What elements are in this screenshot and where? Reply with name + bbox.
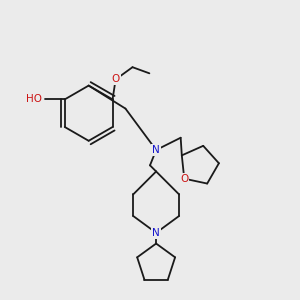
Text: O: O [112,74,120,85]
Text: N: N [152,228,160,238]
Text: HO: HO [26,94,42,104]
Text: N: N [152,145,160,155]
Text: O: O [180,174,188,184]
